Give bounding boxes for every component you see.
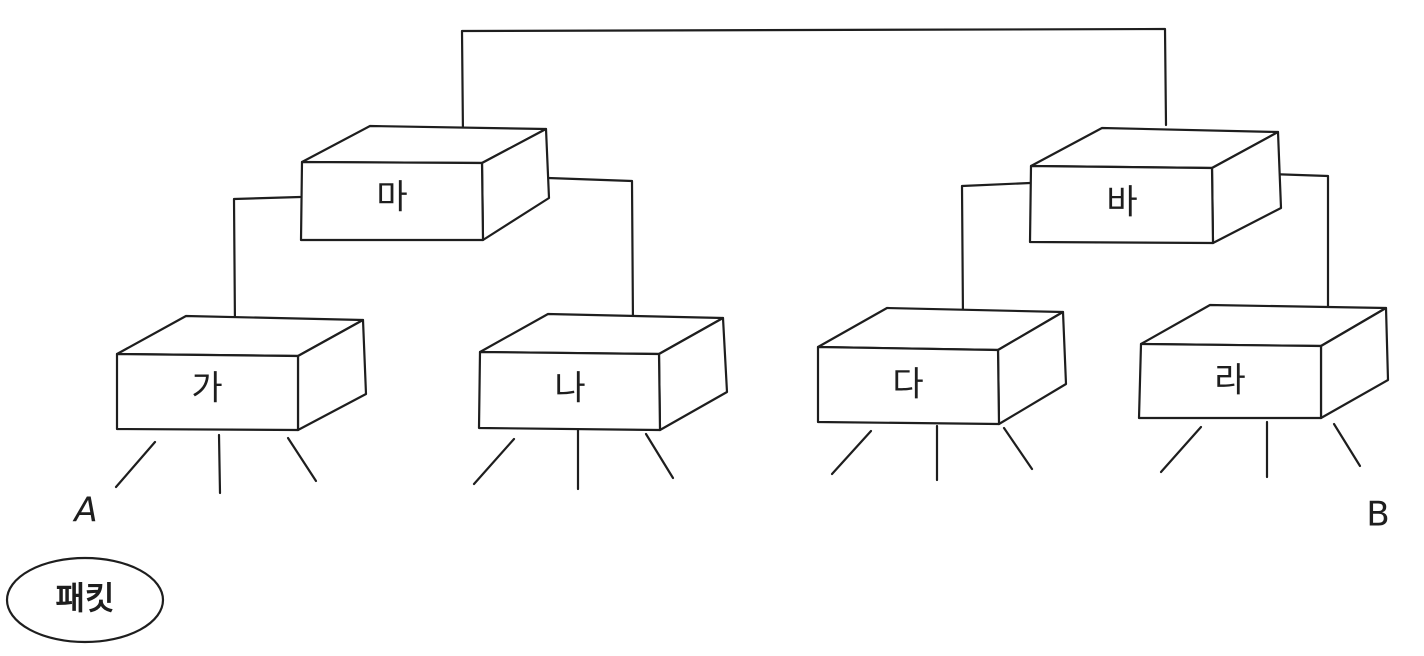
- switch-label-ba: 바: [1106, 183, 1137, 223]
- host-links-ra: [1159, 420, 1362, 479]
- link-ba-da: [960, 181, 1032, 322]
- link-ma-ga: [232, 195, 302, 330]
- switch-ba: 바: [1028, 126, 1283, 245]
- packet: 패킷: [5, 556, 165, 644]
- switch-label-na: 나: [554, 369, 585, 409]
- switch-label-ma: 마: [376, 178, 407, 218]
- switch-ma: 마: [299, 124, 551, 242]
- switch-ra: 라: [1137, 303, 1390, 420]
- switch-na: 나: [477, 312, 729, 432]
- switch-label-da: 다: [892, 365, 923, 405]
- host-links-na: [472, 428, 675, 491]
- switch-label-ra: 라: [1214, 361, 1245, 401]
- switch-ga: 가: [115, 314, 368, 432]
- switch-label-ga: 가: [191, 369, 222, 409]
- host-links-ga: [114, 433, 318, 495]
- host-links-da: [830, 424, 1034, 482]
- switch-da: 다: [816, 306, 1068, 426]
- packet-label: 패킷: [56, 579, 115, 617]
- link-ma-na: [546, 176, 635, 328]
- endpoint-label-b: B: [1366, 495, 1389, 535]
- link-ma-ba: [460, 27, 1168, 138]
- endpoint-label-a: A: [72, 491, 97, 531]
- packet-ellipse: [5, 556, 165, 644]
